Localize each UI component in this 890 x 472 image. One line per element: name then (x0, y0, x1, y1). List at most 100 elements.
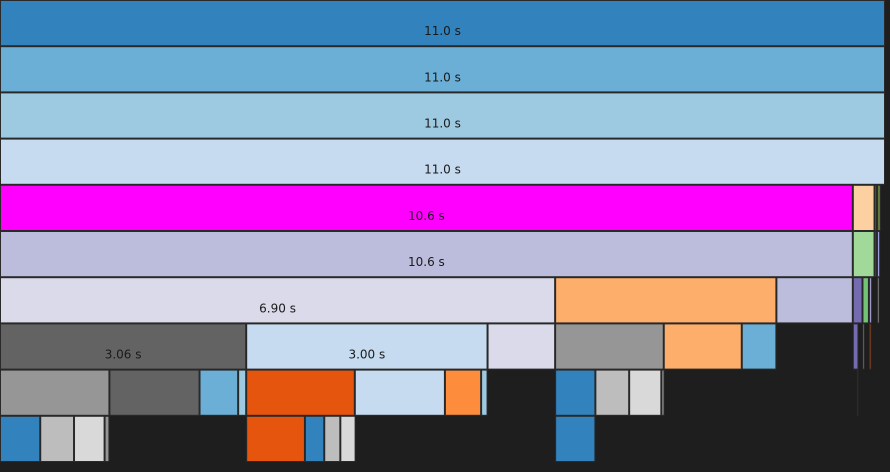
flame-frame-rect[interactable] (246, 415, 305, 462)
flame-frame[interactable] (595, 369, 630, 416)
flame-frame-rect[interactable] (862, 277, 869, 324)
flame-frame-rect[interactable] (852, 323, 859, 370)
flame-frame-rect[interactable] (555, 415, 596, 462)
flame-frame-rect[interactable] (324, 415, 341, 462)
flame-frame[interactable]: 3.00 s (246, 323, 488, 370)
flame-frame-rect[interactable] (874, 231, 877, 278)
flame-frame[interactable]: 11.0 s (0, 138, 885, 185)
flame-frame[interactable] (444, 369, 482, 416)
flame-frame[interactable] (74, 415, 105, 462)
flame-frame-rect[interactable] (109, 369, 200, 416)
flame-frame[interactable] (109, 369, 200, 416)
flame-frame-rect[interactable] (246, 323, 488, 370)
flame-frame[interactable] (868, 323, 872, 370)
flame-frame[interactable] (852, 184, 875, 232)
flame-frame-rect[interactable] (868, 323, 872, 370)
flame-frame[interactable] (876, 184, 881, 232)
flame-frame-rect[interactable] (304, 415, 325, 462)
flame-frame[interactable] (663, 323, 742, 370)
flame-frame-rect[interactable] (444, 369, 482, 416)
flame-frame[interactable]: 11.0 s (0, 46, 885, 93)
flame-frame-rect[interactable] (0, 184, 853, 232)
flame-frame[interactable] (555, 277, 777, 324)
flame-frame-rect[interactable] (555, 323, 664, 370)
flame-frame-rect[interactable] (238, 369, 247, 416)
flame-frame-rect[interactable] (852, 231, 875, 278)
flame-frame-rect[interactable] (0, 0, 885, 47)
flame-frame[interactable] (40, 415, 75, 462)
flame-frame-rect[interactable] (354, 369, 445, 416)
flame-frame-rect[interactable] (555, 369, 596, 416)
flame-frame[interactable] (876, 231, 881, 278)
flame-frame[interactable] (776, 277, 853, 324)
flame-frame[interactable] (199, 369, 239, 416)
flame-frame[interactable] (862, 323, 865, 370)
flame-frame-rect[interactable] (0, 323, 247, 370)
flame-frame[interactable] (340, 415, 356, 462)
flame-frame-rect[interactable] (0, 231, 853, 278)
flame-frame[interactable] (852, 231, 875, 278)
flame-frame-rect[interactable] (629, 369, 662, 416)
flame-frame[interactable]: 10.6 s (0, 184, 853, 232)
flame-frame-rect[interactable] (874, 184, 877, 232)
flame-frame-rect[interactable] (74, 415, 105, 462)
flame-frame-rect[interactable] (199, 369, 239, 416)
flame-frame[interactable] (354, 369, 445, 416)
flame-frame-rect[interactable] (663, 323, 742, 370)
flame-frame-rect[interactable] (876, 277, 880, 324)
flame-frame[interactable] (555, 415, 596, 462)
flame-frame[interactable] (874, 184, 877, 232)
flame-frame-rect[interactable] (40, 415, 75, 462)
flame-frame[interactable] (246, 369, 355, 416)
flame-frame[interactable] (246, 415, 305, 462)
flame-frame-rect[interactable] (741, 323, 777, 370)
flame-frame-rect[interactable] (852, 184, 875, 232)
flame-frame[interactable] (487, 323, 556, 370)
flame-frame[interactable] (324, 415, 341, 462)
flame-frame[interactable] (104, 415, 110, 462)
flame-frame-rect[interactable] (0, 92, 885, 139)
flame-frame-rect[interactable] (595, 369, 630, 416)
flame-frame[interactable] (238, 369, 247, 416)
flame-frame[interactable] (852, 277, 863, 324)
flame-frame-rect[interactable] (0, 277, 556, 324)
flame-frame-rect[interactable] (0, 415, 41, 462)
flame-frame-rect[interactable] (862, 323, 865, 370)
flame-frame-rect[interactable] (481, 369, 488, 416)
flame-frame-rect[interactable] (104, 415, 110, 462)
flame-frame[interactable] (555, 323, 664, 370)
flame-frame-rect[interactable] (876, 184, 881, 232)
flame-frame[interactable]: 10.6 s (0, 231, 853, 278)
flame-frame-rect[interactable] (856, 369, 859, 416)
flame-frame-rect[interactable] (0, 369, 110, 416)
flame-frame-rect[interactable] (852, 277, 863, 324)
flame-frame[interactable] (0, 415, 41, 462)
flame-frame[interactable] (741, 323, 777, 370)
flame-frame[interactable] (555, 369, 596, 416)
flame-frame-rect[interactable] (0, 138, 885, 185)
flame-frame-rect[interactable] (487, 323, 556, 370)
flame-frame-rect[interactable] (661, 369, 665, 416)
flame-frame[interactable] (856, 369, 859, 416)
flame-frame[interactable] (481, 369, 488, 416)
flame-frame[interactable]: 6.90 s (0, 277, 556, 324)
flame-frame-rect[interactable] (340, 415, 356, 462)
flame-frame[interactable] (852, 323, 859, 370)
flame-frame[interactable] (0, 369, 110, 416)
flame-frame[interactable] (629, 369, 662, 416)
flame-frame-rect[interactable] (776, 277, 853, 324)
flame-frame[interactable] (862, 277, 869, 324)
flame-frame[interactable] (304, 415, 325, 462)
flame-frame[interactable] (874, 231, 877, 278)
flame-frame[interactable]: 11.0 s (0, 92, 885, 139)
flame-frame[interactable] (868, 277, 873, 324)
flame-frame[interactable] (661, 369, 665, 416)
flame-frame[interactable]: 11.0 s (0, 0, 885, 47)
flame-frame-rect[interactable] (555, 277, 777, 324)
flame-frame-rect[interactable] (246, 369, 355, 416)
flame-frame[interactable]: 3.06 s (0, 323, 247, 370)
flame-frame-rect[interactable] (0, 46, 885, 93)
flame-frame-rect[interactable] (876, 231, 881, 278)
flame-frame[interactable] (876, 277, 880, 324)
flame-frame-rect[interactable] (868, 277, 873, 324)
